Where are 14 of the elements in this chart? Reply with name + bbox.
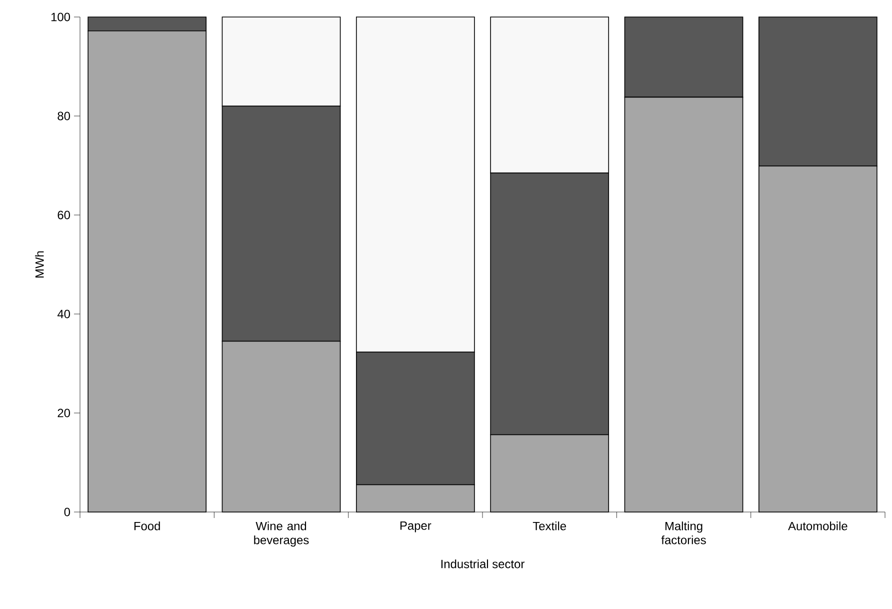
y-tick-label: 0 — [64, 508, 70, 516]
x-tick-label: Malting factories — [661, 522, 706, 544]
x-tick-label: Paper — [400, 522, 432, 532]
x-tick-label: Textile — [532, 522, 566, 530]
x-tick-label: Automobile — [788, 522, 848, 530]
y-tick-label: 100 — [51, 12, 70, 22]
y-tick-label: 80 — [58, 112, 70, 120]
y-axis-title: MWh — [35, 251, 44, 278]
x-tick-label: Food — [134, 522, 160, 530]
y-tick-label: 40 — [57, 310, 70, 318]
y-tick-label: 20 — [58, 408, 70, 418]
x-axis-title: Industrial sector — [441, 559, 524, 568]
x-tick-label: Wine and beverages — [254, 522, 309, 547]
y-tick-label: 60 — [58, 210, 70, 220]
